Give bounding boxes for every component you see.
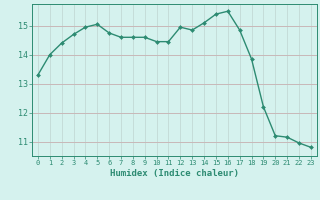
X-axis label: Humidex (Indice chaleur): Humidex (Indice chaleur)	[110, 169, 239, 178]
